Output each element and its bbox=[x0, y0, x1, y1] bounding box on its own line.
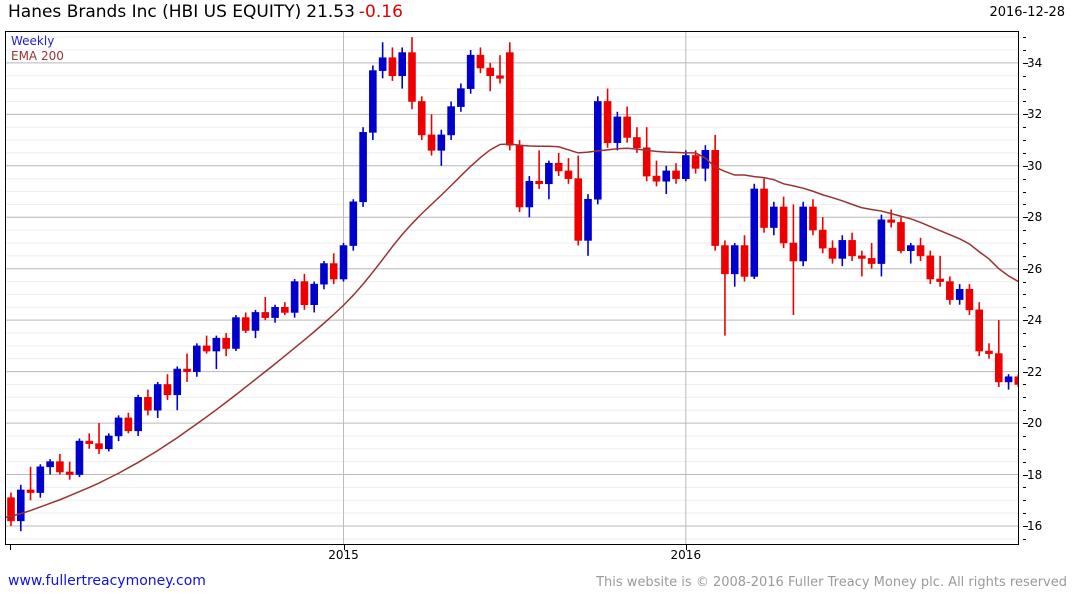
x-axis: 2015 2016 bbox=[0, 545, 1075, 568]
y-axis-tick-mark bbox=[1023, 281, 1026, 283]
chart-plot-area[interactable] bbox=[5, 31, 1019, 545]
y-axis-tick-label: 18 bbox=[1027, 467, 1043, 482]
y-axis-tick-mark bbox=[1023, 397, 1026, 399]
y-axis-tick-mark bbox=[1023, 525, 1028, 527]
y-axis-tick-mark bbox=[1023, 255, 1026, 257]
y-axis-tick-label: 24 bbox=[1027, 313, 1043, 328]
page-title: Hanes Brands Inc (HBI US EQUITY) 21.53 -0.… bbox=[8, 2, 403, 22]
y-axis-tick-mark bbox=[1023, 152, 1026, 154]
x-axis-tick-mark bbox=[685, 545, 687, 550]
y-axis-tick-mark bbox=[1023, 140, 1026, 142]
y-axis-tick-mark bbox=[1023, 242, 1026, 244]
y-axis-tick-label: 28 bbox=[1027, 210, 1043, 225]
y-axis-tick-mark bbox=[1023, 345, 1026, 347]
y-axis-tick-label: 26 bbox=[1027, 261, 1043, 276]
y-axis-tick-mark bbox=[1023, 500, 1026, 502]
y-axis-tick-mark bbox=[1023, 88, 1026, 90]
y-axis-tick-mark bbox=[1023, 423, 1028, 425]
x-axis-tick-label: 2015 bbox=[328, 548, 359, 562]
y-axis-tick-mark bbox=[1023, 230, 1026, 232]
y-axis-tick-mark bbox=[1023, 191, 1026, 193]
chart-date: 2016-12-28 bbox=[989, 5, 1065, 20]
footer-copyright: This website is © 2008-2016 Fuller Treac… bbox=[596, 575, 1067, 590]
candlestick-series bbox=[7, 37, 1018, 532]
chart-footer: www.fullertreacymoney.com This website i… bbox=[0, 572, 1075, 598]
ema-200-line bbox=[6, 143, 1018, 519]
y-axis-tick-mark bbox=[1023, 50, 1026, 51]
y-axis-tick-mark bbox=[1023, 435, 1026, 437]
y-axis-tick-label: 30 bbox=[1027, 158, 1043, 173]
y-axis-tick-mark bbox=[1023, 114, 1028, 116]
y-axis-tick-label: 16 bbox=[1027, 518, 1043, 533]
y-axis-tick-label: 20 bbox=[1027, 416, 1043, 431]
y-axis-tick-mark bbox=[1023, 307, 1026, 309]
x-axis-tick-mark bbox=[343, 545, 345, 550]
y-axis-tick-mark bbox=[1023, 410, 1026, 412]
y-axis-tick-label: 32 bbox=[1027, 107, 1043, 122]
y-axis-tick-mark bbox=[1023, 461, 1026, 463]
y-axis-tick-mark bbox=[1023, 62, 1028, 64]
y-axis-tick-mark bbox=[1023, 204, 1026, 206]
grid-vertical-lines bbox=[343, 32, 687, 544]
y-axis-tick-label: 34 bbox=[1027, 55, 1043, 70]
y-axis-tick-mark bbox=[1023, 165, 1028, 167]
x-axis-tick-label: 2016 bbox=[670, 548, 702, 562]
footer-website-link[interactable]: www.fullertreacymoney.com bbox=[8, 573, 206, 589]
y-axis-tick-mark bbox=[1023, 371, 1028, 373]
candlestick-chart-svg bbox=[6, 32, 1018, 544]
security-name: Hanes Brands Inc (HBI US EQUITY) bbox=[8, 2, 302, 22]
y-axis-tick-mark bbox=[1023, 294, 1026, 296]
y-axis-tick-mark bbox=[1023, 513, 1026, 515]
y-axis-tick-mark bbox=[1023, 217, 1028, 219]
y-axis-tick-mark bbox=[1023, 320, 1028, 322]
x-axis-origin-tick bbox=[10, 545, 11, 550]
y-axis-tick-mark bbox=[1023, 268, 1028, 270]
y-axis-tick-mark bbox=[1023, 487, 1026, 489]
price-change: -0.16 bbox=[358, 2, 403, 22]
y-axis-tick-mark bbox=[1023, 474, 1028, 476]
y-axis-tick-mark bbox=[1023, 333, 1026, 335]
y-axis-tick-mark bbox=[1023, 358, 1026, 360]
last-price: 21.53 bbox=[306, 2, 355, 22]
y-axis-tick-mark bbox=[1023, 384, 1026, 386]
y-axis-tick-mark bbox=[1023, 37, 1026, 39]
y-axis-tick-mark bbox=[1023, 538, 1026, 540]
y-axis-tick-label: 22 bbox=[1027, 364, 1043, 379]
y-axis-tick-mark bbox=[1023, 448, 1026, 450]
y-axis-tick-mark bbox=[1023, 178, 1026, 180]
y-axis-tick-mark bbox=[1023, 75, 1026, 77]
y-axis-tick-mark bbox=[1023, 101, 1026, 103]
y-axis: 16 18 20 22 24 26 28 30 32 34 bbox=[1023, 31, 1073, 545]
y-axis-tick-mark bbox=[1023, 127, 1026, 129]
chart-header: Hanes Brands Inc (HBI US EQUITY) 21.53 -0.… bbox=[0, 0, 1075, 28]
